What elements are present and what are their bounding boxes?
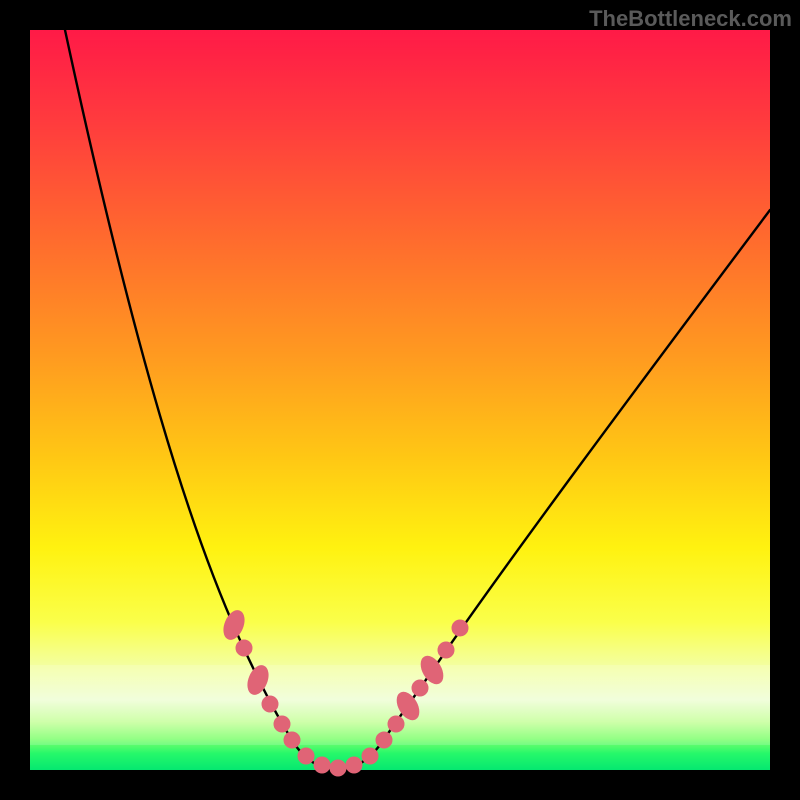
- plot-area: [30, 30, 770, 776]
- gradient-panel: [30, 30, 770, 770]
- marker-left-3: [262, 696, 278, 712]
- marker-bottom-4: [362, 748, 378, 764]
- marker-right-6: [376, 732, 392, 748]
- marker-right-1: [438, 642, 454, 658]
- marker-bottom-2: [330, 760, 346, 776]
- marker-left-1: [236, 640, 252, 656]
- marker-right-0: [452, 620, 468, 636]
- watermark-text: TheBottleneck.com: [589, 6, 792, 32]
- marker-right-3: [412, 680, 428, 696]
- marker-bottom-1: [314, 757, 330, 773]
- marker-left-5: [284, 732, 300, 748]
- bottleneck-chart: [0, 0, 800, 800]
- marker-bottom-3: [346, 757, 362, 773]
- marker-right-5: [388, 716, 404, 732]
- marker-bottom-0: [298, 748, 314, 764]
- marker-left-4: [274, 716, 290, 732]
